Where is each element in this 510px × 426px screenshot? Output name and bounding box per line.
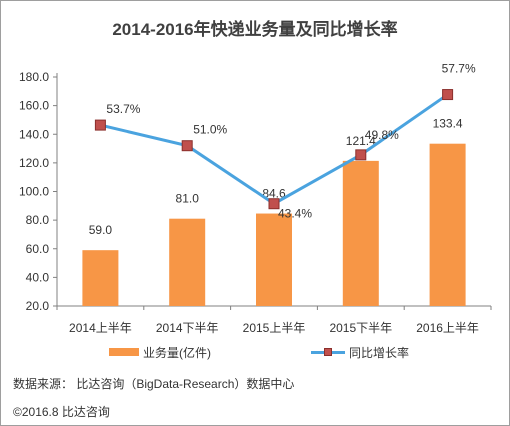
data-source-note: 数据来源： 比达咨询（BigData-Research）数据中心	[13, 377, 295, 391]
bar-value-label: 84.6	[262, 187, 286, 201]
legend-item-growth: 同比增长率	[311, 344, 409, 360]
bar-value-label: 81.0	[176, 192, 200, 206]
bar-value-label: 121.4	[346, 134, 376, 148]
bar	[256, 213, 292, 306]
bar	[429, 143, 466, 306]
y-tick-label: 160.0	[19, 99, 49, 113]
y-tick-label: 180.0	[19, 70, 49, 84]
copyright-note: ©2016.8 比达咨询	[13, 405, 110, 419]
y-tick-label: 120.0	[19, 156, 49, 170]
legend-label-growth: 同比增长率	[349, 345, 410, 360]
growth-rate-label: 43.4%	[278, 207, 312, 221]
x-category-label: 2014下半年	[156, 321, 219, 335]
legend-label-volume: 业务量(亿件)	[143, 345, 211, 360]
bar-value-label: 133.4	[433, 117, 463, 131]
y-tick-label: 20.0	[26, 299, 50, 313]
growth-rate-marker	[355, 149, 367, 161]
growth-rate-marker	[181, 140, 193, 152]
x-category-label: 2015下半年	[329, 321, 392, 335]
y-tick-label: 80.0	[26, 213, 50, 227]
y-tick-label: 40.0	[26, 270, 50, 284]
legend-item-volume: 业务量(亿件)	[109, 344, 211, 360]
legend-swatch-line	[311, 347, 345, 357]
x-category-label: 2014上半年	[69, 321, 132, 335]
bar-value-label: 59.0	[89, 223, 113, 237]
x-category-label: 2016上半年	[416, 321, 479, 335]
y-tick-label: 60.0	[26, 242, 50, 256]
bar	[169, 218, 206, 306]
growth-rate-label: 53.7%	[106, 102, 140, 116]
growth-rate-label: 51.0%	[193, 123, 227, 137]
bar	[342, 160, 379, 306]
growth-rate-marker	[442, 89, 454, 101]
growth-rate-marker	[94, 119, 106, 131]
bar	[82, 250, 119, 306]
x-category-label: 2015上半年	[243, 321, 306, 335]
y-tick-label: 100.0	[19, 185, 49, 199]
legend-swatch-bar	[109, 348, 139, 356]
y-tick-label: 140.0	[19, 127, 49, 141]
growth-rate-label: 49.8%	[365, 128, 399, 142]
growth-rate-label: 57.7%	[442, 62, 476, 76]
chart-title: 2014-2016年快递业务量及同比增长率	[112, 20, 398, 39]
growth-rate-marker	[268, 198, 280, 210]
plot-area: 20.0 40.0 60.0 80.0 100.0 120.0 140.0 160.0 180.…	[19, 62, 492, 335]
